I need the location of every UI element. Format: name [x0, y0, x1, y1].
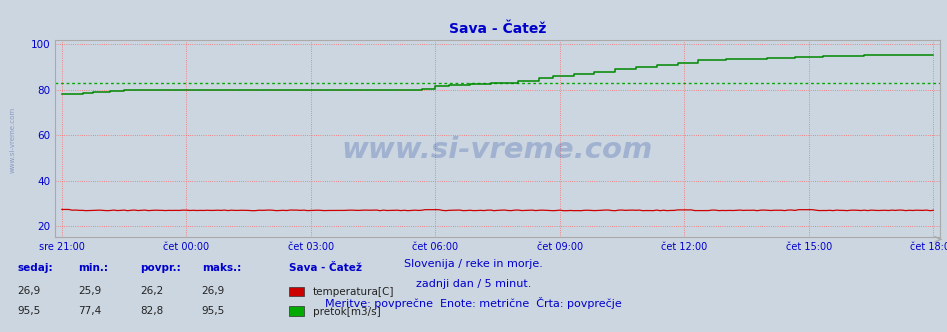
Text: 25,9: 25,9	[79, 286, 102, 296]
Text: 95,5: 95,5	[17, 306, 41, 316]
Text: Slovenija / reke in morje.: Slovenija / reke in morje.	[404, 259, 543, 269]
Text: 82,8: 82,8	[140, 306, 164, 316]
Text: zadnji dan / 5 minut.: zadnji dan / 5 minut.	[416, 279, 531, 289]
Text: maks.:: maks.:	[202, 263, 241, 273]
Text: min.:: min.:	[79, 263, 109, 273]
Text: temperatura[C]: temperatura[C]	[313, 287, 394, 297]
Text: 26,2: 26,2	[140, 286, 164, 296]
Title: Sava - Čatež: Sava - Čatež	[449, 22, 546, 36]
Text: sedaj:: sedaj:	[17, 263, 53, 273]
Text: Meritve: povprečne  Enote: metrične  Črta: povprečje: Meritve: povprečne Enote: metrične Črta:…	[325, 297, 622, 309]
Text: Sava - Čatež: Sava - Čatež	[289, 263, 362, 273]
Text: povpr.:: povpr.:	[140, 263, 181, 273]
Text: www.si-vreme.com: www.si-vreme.com	[342, 136, 653, 164]
Text: 26,9: 26,9	[17, 286, 41, 296]
Text: 26,9: 26,9	[202, 286, 225, 296]
Text: 95,5: 95,5	[202, 306, 225, 316]
Text: pretok[m3/s]: pretok[m3/s]	[313, 307, 381, 317]
Text: 77,4: 77,4	[79, 306, 102, 316]
Text: www.si-vreme.com: www.si-vreme.com	[9, 106, 15, 173]
